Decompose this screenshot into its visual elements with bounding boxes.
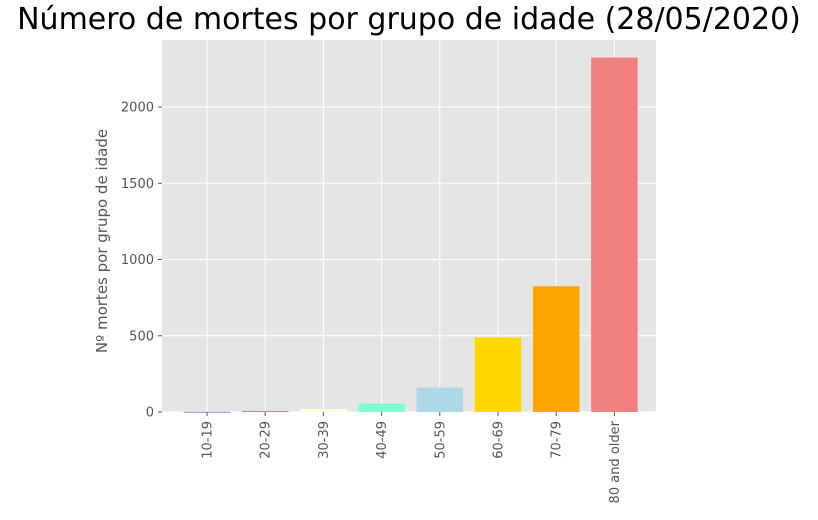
bars [183, 57, 638, 413]
y-tick-label: 1000 [121, 253, 154, 268]
y-axis-label: Nº mortes por grupo de idade [93, 129, 111, 353]
x-tick-label: 50-59 [433, 421, 448, 459]
x-tick-label: 60-69 [492, 421, 507, 459]
x-tick-label: 70-79 [550, 421, 565, 459]
y-tick-label: 1500 [121, 177, 154, 192]
x-tick-label: 30-39 [317, 421, 332, 459]
x-tick-label: 20-29 [259, 421, 274, 459]
bar-50-59 [416, 387, 464, 412]
bar-80-and-older [591, 57, 638, 413]
y-tick-label: 2000 [121, 101, 154, 116]
x-tick-label: 40-49 [375, 421, 390, 459]
x-tick-label: 10-19 [201, 421, 216, 459]
plot-area [162, 40, 656, 412]
y-axis-ticks: 0 500 1000 1500 2000 [121, 101, 162, 421]
x-axis-ticks: 10-19 20-29 30-39 40-49 50-59 60-69 70-79 80 an… [201, 412, 623, 503]
bar-20-29 [241, 410, 289, 412]
bar-40-49 [358, 403, 405, 412]
x-tick-label: 80 and older [608, 420, 623, 503]
y-tick-label: 0 [146, 406, 154, 421]
chart-title: Número de mortes por grupo de idade (28/… [17, 2, 801, 37]
bar-70-79 [532, 286, 580, 412]
bar-60-69 [474, 337, 522, 412]
y-tick-label: 500 [129, 329, 154, 344]
bar-30-39 [300, 408, 347, 412]
